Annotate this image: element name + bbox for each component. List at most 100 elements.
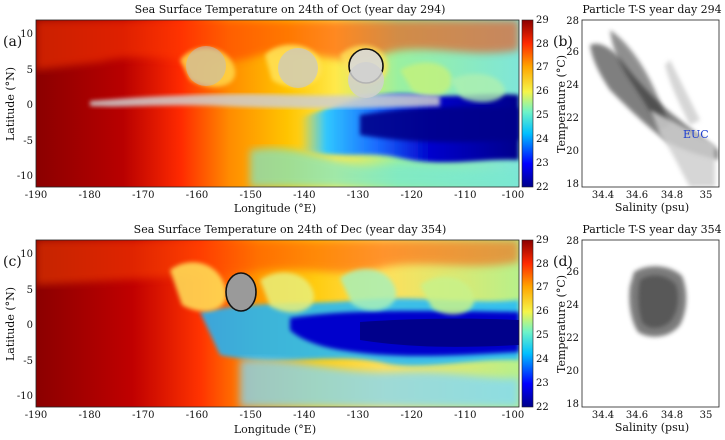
panel-a-ylabel: Latitude (°N) xyxy=(4,67,17,141)
panel-b-ylabel: Temperature (°C) xyxy=(555,55,568,153)
y-tick: 0 xyxy=(27,100,33,111)
x-tick: -170 xyxy=(132,190,154,201)
panel-a-xlabel: Longitude (°E) xyxy=(234,202,316,215)
y-tick: -5 xyxy=(23,356,33,367)
y-tick: 10 xyxy=(20,29,33,40)
x-tick: 34.4 xyxy=(592,410,614,421)
colorbar-tick: 28 xyxy=(536,259,549,270)
x-tick: 34.6 xyxy=(626,410,648,421)
x-tick: -100 xyxy=(502,190,524,201)
colorbar-tick: 26 xyxy=(536,306,549,317)
colorbar-tick: 23 xyxy=(536,378,549,389)
colorbar-tick: 29 xyxy=(536,235,549,246)
y-tick: 0 xyxy=(27,320,33,331)
panel-d: Particle T-S year day 354 (d) 34.4 34.6 … xyxy=(553,223,722,434)
colorbar-tick: 22 xyxy=(536,182,549,193)
panel-c-colorbar xyxy=(521,239,534,408)
x-tick: -120 xyxy=(400,190,422,201)
panel-c-sst-field xyxy=(36,240,519,407)
x-tick: -150 xyxy=(239,190,261,201)
x-tick: -160 xyxy=(186,410,208,421)
colorbar-tick: 27 xyxy=(536,282,549,293)
colorbar-tick: 28 xyxy=(536,39,549,50)
x-tick: -190 xyxy=(25,190,47,201)
panel-c-title: Sea Surface Temperature on 24th of Dec (… xyxy=(134,223,447,236)
panel-b: Particle T-S year day 294 (b) EUC 34.4 3… xyxy=(553,3,722,214)
panel-a: Sea Surface Temperature on 24th of Oct (… xyxy=(3,3,549,215)
y-tick: 10 xyxy=(20,249,33,260)
panel-c-y-ticks: 10 5 0 -5 -10 xyxy=(17,249,33,402)
colorbar-tick: 29 xyxy=(536,15,549,26)
x-tick: -140 xyxy=(293,190,315,201)
y-tick: 18 xyxy=(566,179,579,190)
panel-a-x-ticks: -190 -180 -170 -160 -150 -140 -130 -120 … xyxy=(25,190,524,201)
colorbar-tick: 23 xyxy=(536,158,549,169)
x-tick: 34.6 xyxy=(626,190,648,201)
panel-d-letter: (d) xyxy=(553,254,573,270)
panel-c-ylabel: Latitude (°N) xyxy=(4,287,17,361)
panel-d-y-ticks: 28 26 24 22 20 18 xyxy=(566,236,579,410)
panel-b-title: Particle T-S year day 294 xyxy=(582,3,721,16)
colorbar-tick: 25 xyxy=(536,110,549,121)
panel-d-xlabel: Salinity (psu) xyxy=(615,421,689,434)
panel-a-y-ticks: 10 5 0 -5 -10 xyxy=(17,29,33,182)
panel-b-frame xyxy=(581,19,720,188)
y-tick: -5 xyxy=(23,136,33,147)
colorbar-tick: 24 xyxy=(536,354,549,365)
x-tick: -150 xyxy=(239,410,261,421)
panel-d-ylabel: Temperature (°C) xyxy=(555,275,568,373)
y-tick: 28 xyxy=(566,236,579,247)
y-tick: -10 xyxy=(17,391,33,402)
y-tick: 22 xyxy=(566,113,579,124)
panel-a-letter: (a) xyxy=(3,34,22,50)
panel-a-frame xyxy=(35,19,520,188)
x-tick: 35 xyxy=(700,190,713,201)
y-tick: 20 xyxy=(566,366,579,377)
panel-b-letter: (b) xyxy=(553,34,573,50)
panel-c-frame xyxy=(35,239,520,408)
y-tick: 28 xyxy=(566,16,579,27)
panel-d-title: Particle T-S year day 354 xyxy=(582,223,721,236)
panel-b-y-ticks: 28 26 24 22 20 18 xyxy=(566,16,579,190)
colorbar-tick: 25 xyxy=(536,330,549,341)
x-tick: 34.8 xyxy=(661,410,683,421)
panel-b-x-ticks: 34.4 34.6 34.8 35 xyxy=(592,190,713,201)
panel-a-sst-field xyxy=(36,20,519,187)
panel-b-euc-label: EUC xyxy=(683,128,709,141)
y-tick: 5 xyxy=(27,285,33,296)
x-tick: -130 xyxy=(347,410,369,421)
colorbar-tick: 22 xyxy=(536,402,549,413)
x-tick: -110 xyxy=(454,410,476,421)
y-tick: 24 xyxy=(566,80,579,91)
panel-a-title: Sea Surface Temperature on 24th of Oct (… xyxy=(135,3,446,16)
y-tick: 26 xyxy=(566,267,579,278)
panel-a-colorbar xyxy=(521,19,534,188)
panel-c-x-ticks: -190 -180 -170 -160 -150 -140 -130 -120 … xyxy=(25,410,524,421)
y-tick: -10 xyxy=(17,171,33,182)
colorbar-tick: 27 xyxy=(536,62,549,73)
panel-c-xlabel: Longitude (°E) xyxy=(234,423,316,436)
x-tick: -170 xyxy=(132,410,154,421)
x-tick: -120 xyxy=(400,410,422,421)
x-tick: -140 xyxy=(293,410,315,421)
x-tick: -130 xyxy=(347,190,369,201)
colorbar-tick: 24 xyxy=(536,134,549,145)
x-tick: -160 xyxy=(186,190,208,201)
y-tick: 24 xyxy=(566,300,579,311)
x-tick: 34.8 xyxy=(661,190,683,201)
panel-d-scatter xyxy=(582,240,719,407)
x-tick: -190 xyxy=(25,410,47,421)
x-tick: -180 xyxy=(78,190,100,201)
colorbar-tick: 26 xyxy=(536,86,549,97)
panel-b-xlabel: Salinity (psu) xyxy=(615,201,689,214)
x-tick: -110 xyxy=(454,190,476,201)
panel-c-colorbar-ticks: 29 28 27 26 25 24 23 22 xyxy=(536,235,549,413)
x-tick: -180 xyxy=(78,410,100,421)
panel-a-colorbar-ticks: 29 28 27 26 25 24 23 22 xyxy=(536,15,549,193)
y-tick: 18 xyxy=(566,399,579,410)
x-tick: 34.4 xyxy=(592,190,614,201)
y-tick: 20 xyxy=(566,146,579,157)
y-tick: 22 xyxy=(566,333,579,344)
panel-d-x-ticks: 34.4 34.6 34.8 35 xyxy=(592,410,713,421)
